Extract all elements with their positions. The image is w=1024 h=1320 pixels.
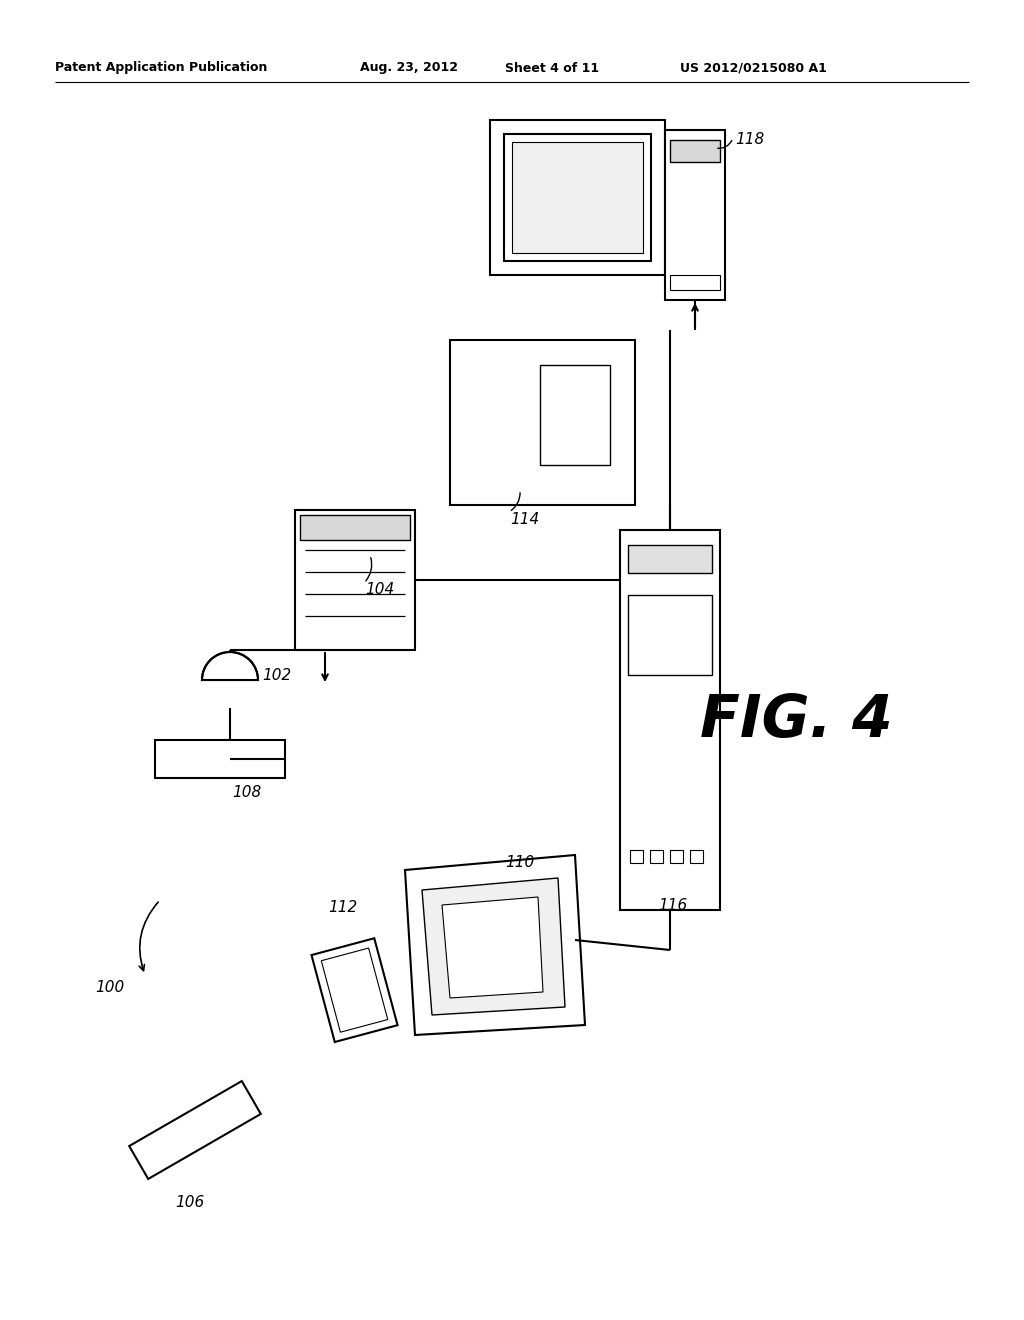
Bar bbox=[628, 545, 712, 573]
Text: 116: 116 bbox=[658, 898, 687, 913]
Text: 104: 104 bbox=[365, 582, 394, 597]
Wedge shape bbox=[202, 652, 258, 680]
Bar bbox=[620, 531, 720, 909]
Bar bbox=[670, 140, 720, 162]
Bar bbox=[295, 510, 415, 649]
Bar bbox=[665, 129, 725, 300]
FancyArrowPatch shape bbox=[366, 557, 372, 581]
Text: Patent Application Publication: Patent Application Publication bbox=[55, 62, 267, 74]
Polygon shape bbox=[406, 855, 585, 1035]
Bar bbox=[670, 275, 720, 290]
Polygon shape bbox=[322, 948, 388, 1032]
Polygon shape bbox=[422, 878, 565, 1015]
FancyArrowPatch shape bbox=[511, 492, 520, 511]
Text: US 2012/0215080 A1: US 2012/0215080 A1 bbox=[680, 62, 826, 74]
Text: 110: 110 bbox=[505, 855, 535, 870]
Bar bbox=[504, 135, 651, 261]
Bar bbox=[155, 741, 285, 777]
Bar bbox=[490, 120, 665, 275]
Text: 100: 100 bbox=[95, 979, 124, 995]
Bar bbox=[512, 143, 643, 253]
Bar bbox=[670, 850, 683, 863]
Text: Aug. 23, 2012: Aug. 23, 2012 bbox=[360, 62, 458, 74]
Polygon shape bbox=[442, 898, 543, 998]
Polygon shape bbox=[311, 939, 397, 1041]
Text: 114: 114 bbox=[510, 512, 540, 527]
Text: 112: 112 bbox=[328, 900, 357, 915]
Polygon shape bbox=[129, 1081, 261, 1179]
Bar bbox=[628, 595, 712, 675]
Bar bbox=[630, 850, 643, 863]
Text: 102: 102 bbox=[262, 668, 291, 682]
Text: 118: 118 bbox=[735, 132, 764, 147]
Text: Sheet 4 of 11: Sheet 4 of 11 bbox=[505, 62, 599, 74]
FancyArrowPatch shape bbox=[718, 140, 732, 148]
Bar bbox=[650, 850, 663, 863]
Text: 108: 108 bbox=[232, 785, 261, 800]
Bar bbox=[690, 850, 703, 863]
Text: 106: 106 bbox=[175, 1195, 204, 1210]
FancyArrowPatch shape bbox=[139, 902, 158, 970]
Text: FIG. 4: FIG. 4 bbox=[700, 692, 893, 748]
Bar bbox=[450, 341, 635, 506]
Bar bbox=[300, 515, 410, 540]
Bar bbox=[540, 366, 610, 465]
